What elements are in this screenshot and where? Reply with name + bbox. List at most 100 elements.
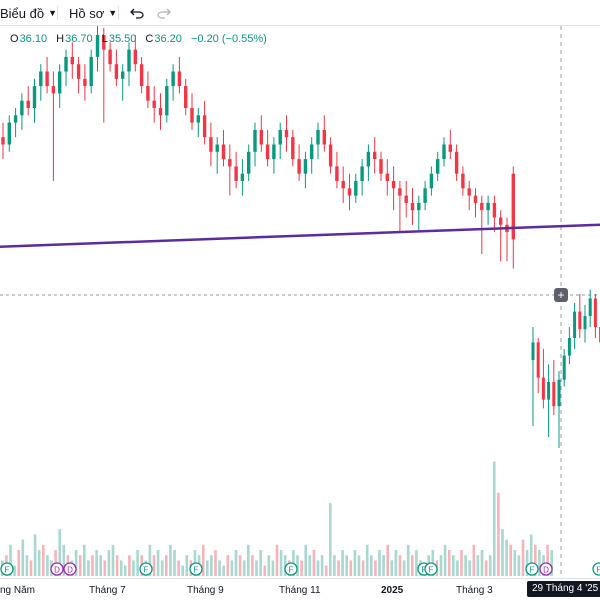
price-candle	[310, 144, 314, 160]
ohlc-legend: O36.10 H36.70 L35.50 C36.20 −0.20 (−0.55…	[10, 33, 273, 45]
price-candle	[442, 144, 446, 160]
price-candle	[171, 71, 175, 87]
price-candle	[234, 166, 238, 181]
price-candle	[146, 86, 150, 101]
low-key: L	[101, 33, 108, 45]
event-marker-dividend	[63, 562, 77, 576]
price-candle	[13, 115, 18, 123]
open-value: 36.10	[19, 33, 48, 45]
top-toolbar: Biểu đồ ▼ Hồ sơ ▼	[0, 0, 600, 26]
price-candle	[89, 56, 93, 87]
price-candle	[454, 151, 459, 174]
volume-bar	[398, 555, 402, 576]
price-candle	[486, 202, 490, 211]
volume-bar	[370, 555, 373, 576]
volume-bar	[534, 544, 537, 576]
volume-bar	[206, 560, 209, 576]
time-axis[interactable]: ng Năm Tháng 7 Tháng 9 Tháng 11 2025 Thá…	[0, 578, 600, 600]
lower-pane-candle	[541, 377, 545, 400]
lower-pane-candle	[562, 355, 566, 380]
price-candle	[461, 173, 465, 189]
volume-bar	[357, 555, 361, 576]
undo-icon	[130, 8, 144, 19]
lower-pane-candle	[567, 338, 571, 356]
volume-bar	[42, 544, 45, 576]
volume-bar	[411, 555, 414, 576]
price-candle	[253, 129, 257, 152]
volume-bar	[472, 544, 476, 576]
price-candle	[184, 86, 188, 108]
change-value: −0.20 (−0.55%)	[190, 33, 267, 45]
price-candle	[511, 173, 515, 240]
volume-bar	[394, 550, 398, 576]
volume-bar	[452, 555, 455, 576]
volume-bar	[169, 544, 172, 576]
price-candle	[114, 64, 119, 79]
volume-bar	[234, 550, 238, 576]
lower-pane-candle	[552, 382, 556, 407]
volume-bar	[529, 534, 533, 576]
volume-bar	[87, 560, 90, 576]
volume-bar	[304, 544, 307, 576]
price-candle	[303, 159, 308, 174]
volume-bar	[443, 544, 447, 576]
volume-bar	[312, 550, 316, 576]
time-label: 2025	[381, 585, 404, 596]
event-marker-label: F	[429, 566, 434, 575]
price-candle	[328, 144, 333, 167]
add-pane-button[interactable]: +	[554, 288, 568, 302]
chart-menu-button[interactable]: Biểu đồ ▼	[0, 0, 57, 26]
volume-bar	[439, 555, 443, 576]
volume-bar	[402, 560, 406, 576]
volume-bar	[160, 560, 164, 576]
price-candle	[297, 159, 301, 174]
volume-bar	[58, 529, 61, 576]
volume-bar	[214, 550, 217, 576]
profile-menu-label: Hồ sơ	[69, 5, 105, 21]
price-candle	[436, 159, 440, 174]
volume-bar	[386, 544, 389, 576]
crosshair-date-label: 29 Tháng 4 '25	[527, 581, 600, 597]
price-candle	[20, 100, 24, 116]
toolbar-divider	[118, 6, 119, 20]
time-label: Tháng 3	[456, 585, 493, 596]
volume-bar	[513, 550, 517, 576]
price-candle	[240, 173, 245, 181]
volume-bar	[476, 555, 480, 576]
volume-bar	[251, 555, 254, 576]
redo-button[interactable]	[157, 0, 171, 26]
event-marker-label: F	[597, 566, 600, 575]
price-candle	[32, 86, 37, 108]
price-candle	[221, 144, 226, 160]
price-candle	[58, 71, 62, 94]
event-marker-label: D	[67, 566, 73, 575]
volume-bar	[329, 503, 332, 576]
price-candle	[360, 166, 364, 181]
price-candle	[83, 78, 87, 87]
price-candle	[70, 56, 74, 65]
volume-bar	[247, 544, 250, 576]
close-value: 36.20	[154, 33, 182, 45]
lower-pane-candle	[547, 382, 551, 400]
price-candle	[423, 188, 427, 203]
volume-bar	[320, 555, 324, 576]
volume-bar	[156, 550, 160, 576]
volume-bar	[550, 550, 553, 576]
volume-bar	[517, 555, 521, 576]
price-candle	[379, 159, 383, 174]
lower-pane-candle	[593, 298, 597, 327]
chevron-down-icon: ▼	[108, 8, 118, 18]
time-label: Tháng 9	[187, 585, 224, 596]
volume-bar	[337, 560, 340, 576]
undo-button[interactable]	[130, 0, 144, 26]
price-candle	[354, 181, 358, 196]
price-candle	[404, 195, 408, 203]
volume-bar	[78, 555, 82, 576]
volume-bar	[361, 560, 365, 576]
volume-bar	[349, 560, 353, 576]
price-candle	[177, 71, 182, 87]
price-candle	[158, 108, 163, 116]
profile-menu-button[interactable]: Hồ sơ ▼	[69, 0, 117, 26]
volume-bar	[378, 550, 381, 576]
